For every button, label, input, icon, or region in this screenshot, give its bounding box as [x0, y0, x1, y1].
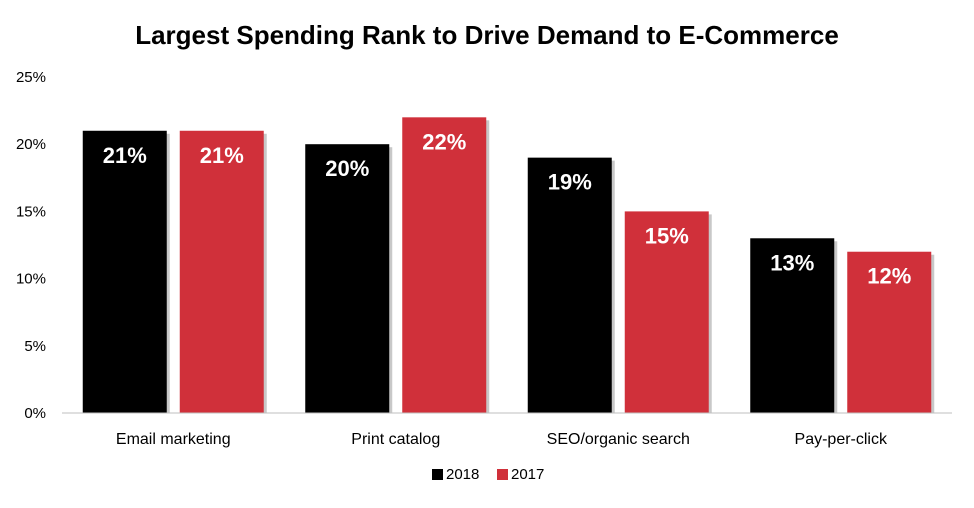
y-axis: 0% 5% 10% 15% 20% 25% [16, 69, 46, 422]
x-tick-label: SEO/organic search [547, 431, 690, 448]
legend-label: 2018 [446, 466, 479, 483]
y-tick-label: 0% [24, 405, 46, 422]
y-tick-label: 20% [16, 136, 46, 153]
data-label: 20% [325, 156, 369, 181]
data-label: 13% [770, 250, 814, 275]
bar-2017-0 [179, 130, 264, 413]
data-label: 12% [867, 264, 911, 289]
bar-2018-1 [305, 144, 390, 413]
y-tick-label: 5% [24, 338, 46, 355]
data-label: 19% [548, 170, 592, 195]
chart-title: Largest Spending Rank to Drive Demand to… [135, 20, 839, 50]
legend-swatch-2018 [432, 469, 443, 480]
bar-2018-2 [527, 157, 612, 413]
y-tick-label: 10% [16, 271, 46, 288]
data-label: 15% [645, 223, 689, 248]
y-tick-label: 15% [16, 203, 46, 220]
data-label: 21% [103, 143, 147, 168]
bar-2017-1 [402, 117, 487, 413]
legend-swatch-2017 [497, 469, 508, 480]
legend: 2018 2017 [432, 466, 544, 483]
x-axis: Email marketing Print catalog SEO/organic … [62, 412, 952, 448]
x-tick-label: Email marketing [116, 431, 231, 448]
legend-label: 2017 [511, 466, 544, 483]
x-tick-label: Print catalog [351, 431, 440, 448]
bar-2017-3 [847, 251, 932, 413]
data-labels: 21% 21% 20% 22% 19% 15% 13% 12% [103, 129, 912, 288]
data-label: 22% [422, 129, 466, 154]
y-tick-label: 25% [16, 69, 46, 86]
bar-2018-3 [750, 238, 835, 413]
data-label: 21% [200, 143, 244, 168]
bar-2017-2 [624, 211, 709, 413]
x-tick-label: Pay-per-click [795, 431, 888, 448]
bar-2018-0 [82, 130, 167, 413]
bars [82, 117, 935, 413]
